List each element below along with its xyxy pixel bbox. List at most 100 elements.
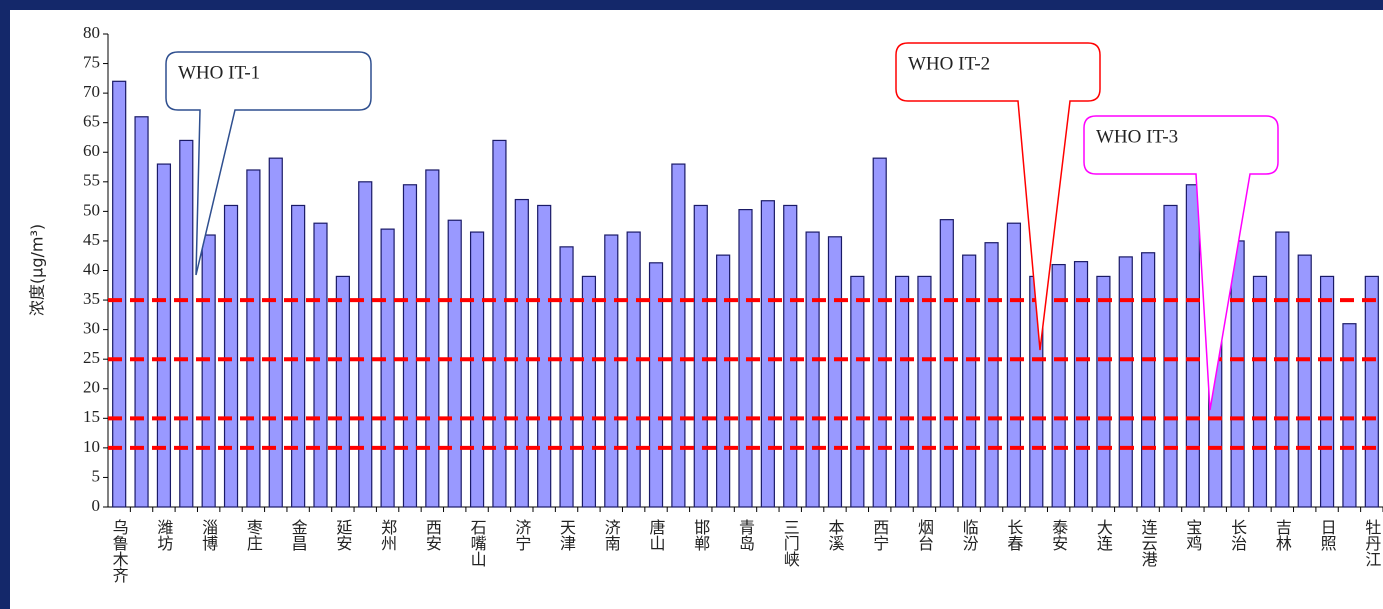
bar	[179, 139, 194, 508]
bar	[1364, 275, 1379, 508]
y-tick-label: 5	[92, 466, 101, 485]
bar	[223, 204, 239, 508]
y-tick-label: 10	[83, 437, 100, 456]
bar	[469, 231, 485, 508]
y-tick-label: 35	[83, 289, 100, 308]
bar	[358, 181, 373, 508]
bar	[335, 275, 350, 508]
x-tick-label: 连云港	[1139, 519, 1158, 567]
bar	[917, 275, 932, 508]
bar	[447, 219, 462, 508]
x-tick-label: 泰安	[1049, 519, 1068, 551]
x-tick-label: 邯郸	[691, 519, 710, 551]
x-tick-label: 长春	[1004, 519, 1023, 551]
bar	[626, 231, 641, 508]
x-tick-label: 大连	[1094, 519, 1113, 551]
bar	[827, 236, 843, 508]
x-tick-label: 乌鲁木齐	[110, 519, 129, 583]
bar	[492, 139, 507, 508]
bar	[604, 234, 619, 508]
bar	[894, 275, 910, 508]
bar	[112, 80, 127, 508]
bar	[1118, 256, 1133, 508]
bar	[1006, 222, 1022, 508]
callout	[165, 51, 372, 276]
y-tick-label: 80	[83, 23, 100, 42]
bar	[246, 169, 261, 508]
x-tick-label: 西安	[423, 519, 442, 551]
bar	[402, 184, 418, 508]
bar	[1319, 275, 1335, 508]
x-tick-label: 济南	[602, 519, 621, 551]
bar	[760, 200, 775, 508]
y-tick-label: 70	[83, 82, 100, 101]
y-tick-label: 45	[83, 230, 100, 249]
y-tick-label: 40	[83, 259, 100, 278]
bar	[201, 234, 216, 508]
y-axis-label: 浓度(μg/m³)	[28, 224, 47, 316]
x-tick-label: 金昌	[289, 519, 308, 551]
x-tick-label: 日照	[1318, 519, 1337, 551]
y-tick-label: 0	[92, 496, 101, 515]
callout	[1083, 115, 1279, 411]
bar	[716, 254, 731, 508]
bar	[1163, 204, 1178, 508]
bar	[1185, 184, 1200, 508]
bar	[537, 204, 552, 508]
x-tick-label: 宝鸡	[1183, 519, 1202, 551]
bar	[783, 204, 798, 508]
y-tick-label: 25	[83, 348, 100, 367]
bar	[134, 116, 149, 508]
y-tick-label: 50	[83, 200, 100, 219]
y-tick-label: 55	[83, 171, 100, 190]
bar	[514, 198, 529, 508]
bar	[671, 163, 686, 508]
bar	[984, 242, 999, 508]
x-tick-label: 唐山	[647, 519, 666, 551]
y-tick-label: 15	[83, 407, 100, 426]
x-tick-label: 长治	[1228, 519, 1247, 551]
bar	[1073, 261, 1089, 508]
x-tick-label: 天津	[557, 519, 576, 551]
y-tick-label: 20	[83, 378, 100, 397]
bar	[1342, 323, 1357, 508]
bar	[850, 275, 865, 508]
y-tick-label: 75	[83, 52, 100, 71]
y-tick-label: 60	[83, 141, 100, 160]
bar	[268, 157, 283, 508]
bar	[1096, 275, 1111, 508]
x-tick-label: 吉林	[1273, 519, 1292, 551]
x-tick-label: 临汾	[960, 519, 979, 552]
bar	[156, 163, 172, 508]
bar	[425, 169, 440, 508]
annotation: WHO IT-1	[178, 62, 260, 83]
x-tick-label: 三门峡	[781, 519, 800, 567]
y-tick-label: 30	[83, 319, 100, 338]
x-tick-label: 石嘴山	[468, 519, 487, 567]
bar	[1141, 252, 1156, 508]
x-tick-label: 西宁	[870, 519, 889, 551]
x-tick-label: 枣庄	[244, 519, 263, 551]
x-tick-label: 牡丹江	[1362, 519, 1381, 567]
x-tick-label: 本溪	[825, 519, 844, 551]
bar	[581, 275, 597, 508]
x-tick-label: 青岛	[736, 519, 755, 552]
x-tick-label: 淄博	[199, 519, 218, 551]
bar	[939, 219, 954, 508]
bar	[805, 231, 820, 508]
bar	[693, 204, 708, 508]
callout	[895, 42, 1101, 351]
annotation: WHO IT-2	[908, 53, 990, 74]
y-tick-label: 65	[83, 112, 100, 131]
bar	[1252, 275, 1268, 508]
x-tick-label: 郑州	[378, 519, 397, 551]
bar	[380, 228, 395, 508]
bar	[1297, 254, 1312, 508]
x-tick-label: 烟台	[915, 519, 934, 551]
bar	[1230, 240, 1245, 508]
x-tick-label: 延安	[333, 519, 352, 551]
bar	[559, 246, 574, 508]
x-tick-label: 济宁	[512, 519, 531, 551]
bar	[872, 157, 887, 508]
